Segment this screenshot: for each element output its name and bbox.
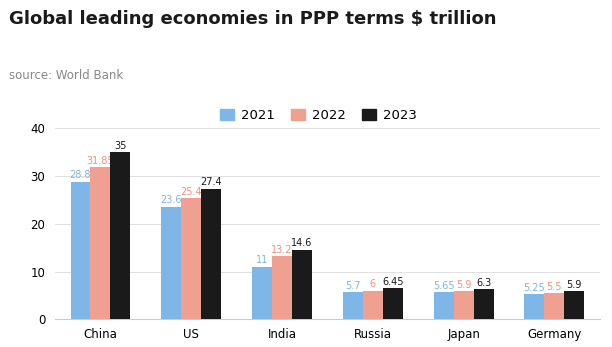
Bar [363, 291, 382, 319]
Text: source: World Bank: source: World Bank [9, 69, 124, 82]
Bar [382, 288, 403, 319]
Text: 6.45: 6.45 [382, 277, 403, 287]
Bar [272, 256, 292, 319]
Bar [474, 289, 493, 319]
Bar [181, 198, 201, 319]
Text: 23.6: 23.6 [160, 195, 182, 205]
Bar [545, 293, 564, 319]
Text: 14.6: 14.6 [291, 238, 313, 248]
Bar [91, 167, 110, 319]
Text: 11: 11 [256, 255, 268, 265]
Text: 5.5: 5.5 [547, 281, 562, 291]
Legend: 2021, 2022, 2023: 2021, 2022, 2023 [215, 104, 422, 127]
Text: 25.4: 25.4 [181, 187, 202, 197]
Bar [453, 291, 474, 319]
Text: 13.2: 13.2 [271, 245, 293, 255]
Text: Global leading economies in PPP terms $ trillion: Global leading economies in PPP terms $ … [9, 10, 497, 28]
Bar [524, 294, 545, 319]
Bar [252, 267, 272, 319]
Text: 5.9: 5.9 [456, 280, 471, 290]
Text: 6.3: 6.3 [476, 278, 491, 288]
Bar [343, 292, 363, 319]
Text: 5.25: 5.25 [523, 283, 545, 293]
Text: 27.4: 27.4 [200, 177, 222, 187]
Text: 6: 6 [370, 279, 376, 289]
Bar [70, 182, 91, 319]
Bar [162, 206, 181, 319]
Bar [201, 188, 221, 319]
Bar [434, 292, 453, 319]
Bar [110, 152, 130, 319]
Bar [564, 291, 584, 319]
Text: 35: 35 [114, 141, 127, 151]
Text: 28.8: 28.8 [70, 170, 91, 180]
Text: 5.9: 5.9 [567, 280, 582, 290]
Text: 5.65: 5.65 [433, 281, 455, 291]
Bar [292, 249, 312, 319]
Text: 5.7: 5.7 [345, 281, 360, 291]
Text: 31.85: 31.85 [87, 156, 114, 166]
